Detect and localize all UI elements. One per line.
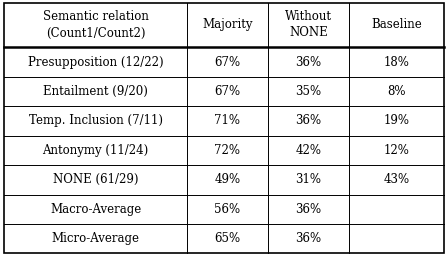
Text: 67%: 67% bbox=[214, 56, 241, 69]
Text: 49%: 49% bbox=[214, 173, 241, 186]
Text: 36%: 36% bbox=[295, 232, 322, 245]
Text: 8%: 8% bbox=[387, 85, 405, 98]
Text: 72%: 72% bbox=[214, 144, 240, 157]
Text: Without
NONE: Without NONE bbox=[285, 10, 332, 39]
Text: 71%: 71% bbox=[214, 114, 240, 127]
Text: 67%: 67% bbox=[214, 85, 241, 98]
Text: Majority: Majority bbox=[202, 18, 253, 31]
Text: 19%: 19% bbox=[383, 114, 409, 127]
Text: 56%: 56% bbox=[214, 203, 241, 216]
Text: Presupposition (12/22): Presupposition (12/22) bbox=[28, 56, 164, 69]
Text: Antonymy (11/24): Antonymy (11/24) bbox=[43, 144, 149, 157]
Text: 36%: 36% bbox=[295, 203, 322, 216]
Text: Macro-Average: Macro-Average bbox=[50, 203, 141, 216]
Text: 12%: 12% bbox=[383, 144, 409, 157]
Text: Temp. Inclusion (7/11): Temp. Inclusion (7/11) bbox=[29, 114, 163, 127]
Text: Baseline: Baseline bbox=[371, 18, 422, 31]
Text: 36%: 36% bbox=[295, 56, 322, 69]
Text: Semantic relation
(Count1/Count2): Semantic relation (Count1/Count2) bbox=[43, 10, 149, 39]
Text: 65%: 65% bbox=[214, 232, 241, 245]
Text: 42%: 42% bbox=[296, 144, 322, 157]
Text: Micro-Average: Micro-Average bbox=[52, 232, 140, 245]
Text: 35%: 35% bbox=[295, 85, 322, 98]
Text: 18%: 18% bbox=[383, 56, 409, 69]
Text: NONE (61/29): NONE (61/29) bbox=[53, 173, 138, 186]
Text: 31%: 31% bbox=[296, 173, 322, 186]
Text: 43%: 43% bbox=[383, 173, 409, 186]
Text: Entailment (9/20): Entailment (9/20) bbox=[43, 85, 148, 98]
Text: 36%: 36% bbox=[295, 114, 322, 127]
